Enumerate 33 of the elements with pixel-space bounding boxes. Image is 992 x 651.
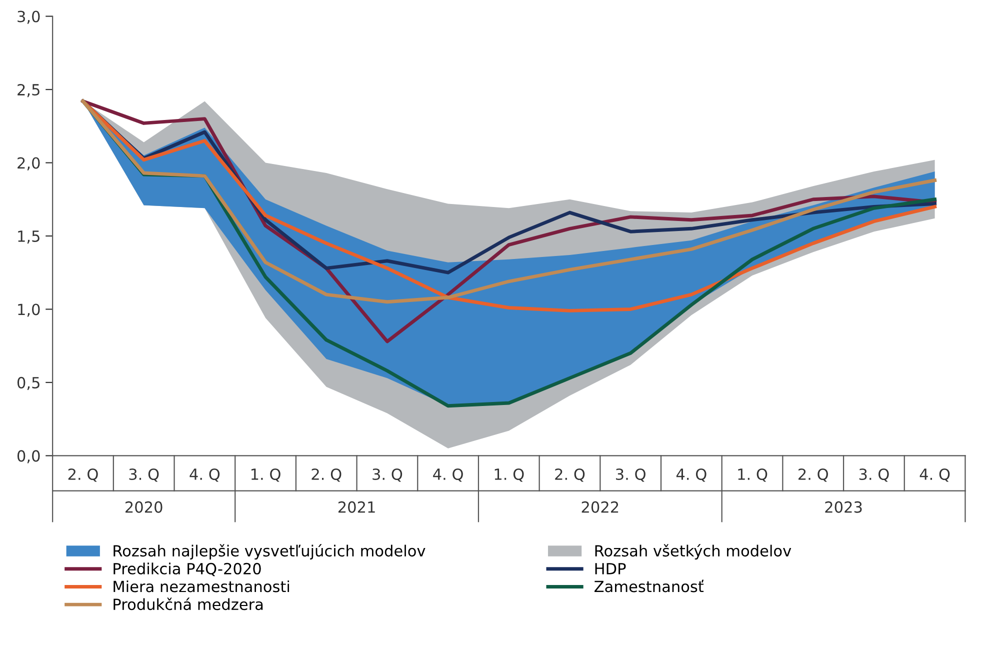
x-tick-label: 4. Q [433, 468, 463, 482]
x-tick-label: 2. Q [312, 468, 342, 482]
text: 2023 [825, 501, 862, 513]
y-tick-label: 0,5 [17, 376, 40, 390]
x-tick-label: 3. Q [859, 468, 889, 482]
x-tick-label: 1. Q [494, 468, 524, 482]
legend-label: Zamestnanosť [594, 580, 704, 592]
legend-label: HDP [595, 563, 626, 574]
x-tick-label: 3. Q [129, 468, 159, 482]
y-tick-label: 1,5 [18, 230, 40, 244]
x-tick-label: 4. Q [920, 468, 950, 482]
y-tick-label: 1,0 [18, 304, 40, 317]
legend-label: Rozsah všetkých modelov [595, 544, 792, 560]
text: 2022 [582, 501, 618, 513]
y-tick-label: 0,0 [17, 450, 40, 464]
y-tick-label: 2,5 [18, 84, 40, 98]
x-tick-label: 2. Q [798, 468, 828, 482]
y-tick-label: 3,0 [18, 10, 40, 24]
legend-label: Rozsah najlepšie vysvetľujúcich modelov [114, 544, 426, 560]
x-tick-label: 4. Q [190, 468, 220, 482]
x-tick-label: 3. Q [372, 468, 402, 482]
y-tick-label: 2,0 [18, 157, 40, 170]
x-tick-label: 4. Q [676, 468, 706, 482]
x-tick-label: 1. Q [251, 468, 280, 482]
legend-label: Predikcia P4Q-2020 [114, 562, 261, 576]
x-tick-label: 2. Q [68, 468, 98, 482]
x-tick-label: 3. Q [616, 468, 646, 482]
text: 2021 [338, 501, 375, 513]
text: 2020 [126, 501, 162, 513]
legend-label: Produkčná medzera [114, 598, 263, 610]
x-tick-label: 1. Q [738, 468, 768, 482]
legend-label: Miera nezamestnanosti [114, 580, 290, 592]
x-tick-label: 2. Q [555, 468, 585, 482]
